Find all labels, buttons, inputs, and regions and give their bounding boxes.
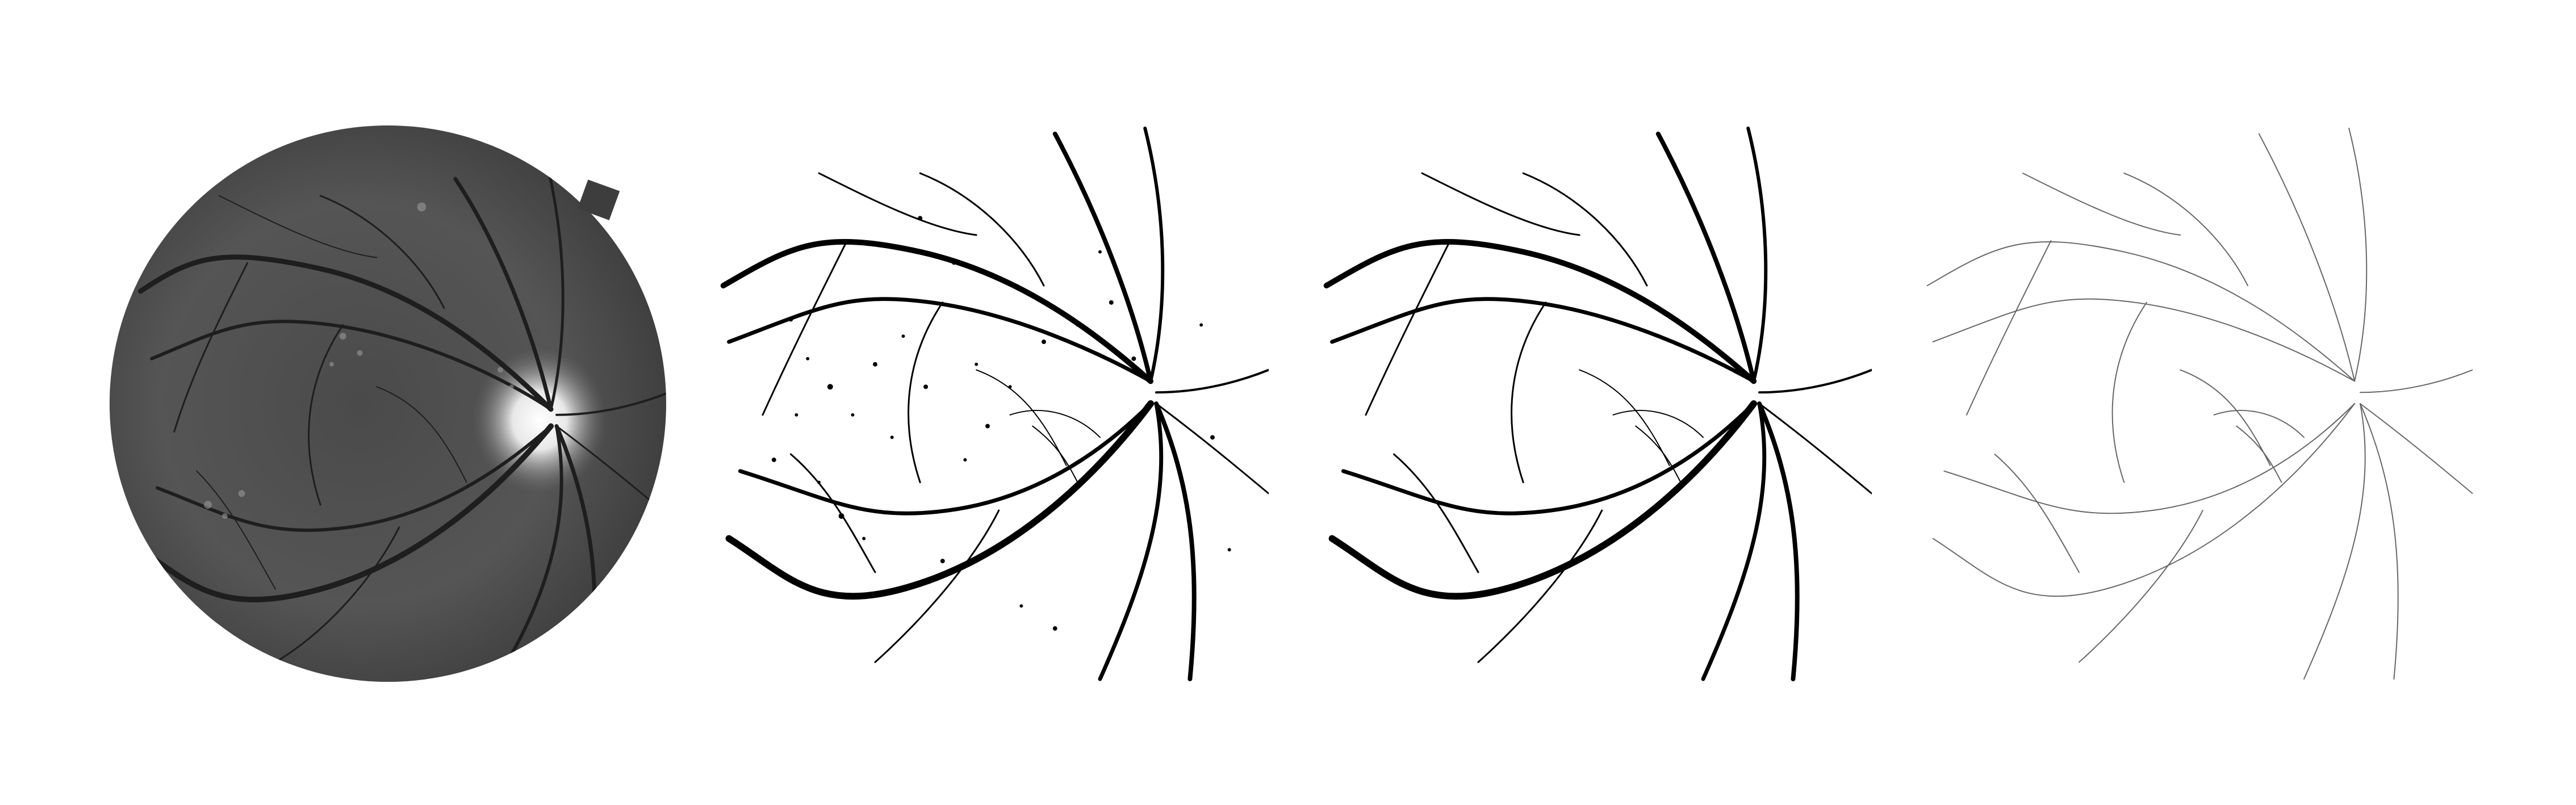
noisy-segmentation-image bbox=[706, 123, 1269, 685]
clean-segmentation-image bbox=[1310, 123, 1872, 685]
noisy-vessels bbox=[720, 126, 1269, 682]
skeleton-panel bbox=[1910, 123, 2473, 685]
noisy-segmentation-panel bbox=[706, 123, 1269, 685]
skeleton-image bbox=[1910, 123, 2473, 685]
clean-segmentation-panel bbox=[1310, 123, 1872, 685]
clean-vessels bbox=[1323, 126, 1872, 682]
fundus-image-panel bbox=[107, 123, 669, 685]
fundus-notch bbox=[577, 179, 620, 220]
segmentation-noise bbox=[771, 216, 1231, 631]
skeleton-vessels bbox=[1926, 127, 2473, 680]
fundus-image bbox=[109, 125, 667, 682]
fundus-exudates bbox=[204, 202, 514, 519]
fundus-vessels bbox=[137, 154, 667, 676]
